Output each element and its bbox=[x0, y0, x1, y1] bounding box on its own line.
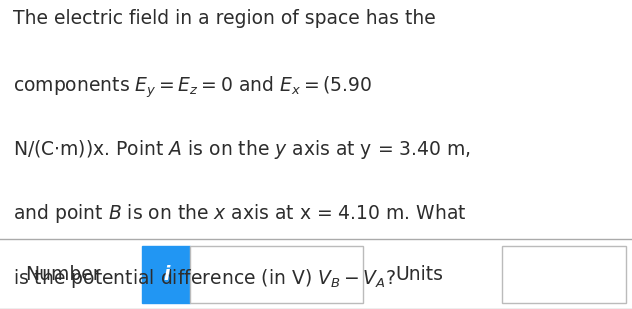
FancyBboxPatch shape bbox=[502, 246, 626, 303]
Text: components $E_y = E_z = 0$ and $E_x = (5.90$: components $E_y = E_z = 0$ and $E_x = (5… bbox=[13, 74, 372, 100]
Text: Units: Units bbox=[395, 265, 443, 284]
Text: Number: Number bbox=[25, 265, 101, 284]
Text: i: i bbox=[163, 265, 169, 284]
Text: and point $\mathit{B}$ is on the $\mathit{x}$ axis at x = 4.10 m. What: and point $\mathit{B}$ is on the $\mathi… bbox=[13, 202, 466, 225]
FancyBboxPatch shape bbox=[190, 246, 363, 303]
FancyBboxPatch shape bbox=[142, 246, 190, 303]
Text: is the potential difference (in V) $V_B - V_A$?: is the potential difference (in V) $V_B … bbox=[13, 267, 396, 290]
Text: The electric field in a region of space has the: The electric field in a region of space … bbox=[13, 9, 435, 28]
Text: N/(C$\cdot$m))x. Point $\mathit{A}$ is on the $\mathit{y}$ axis at y = 3.40 m,: N/(C$\cdot$m))x. Point $\mathit{A}$ is o… bbox=[13, 138, 470, 160]
